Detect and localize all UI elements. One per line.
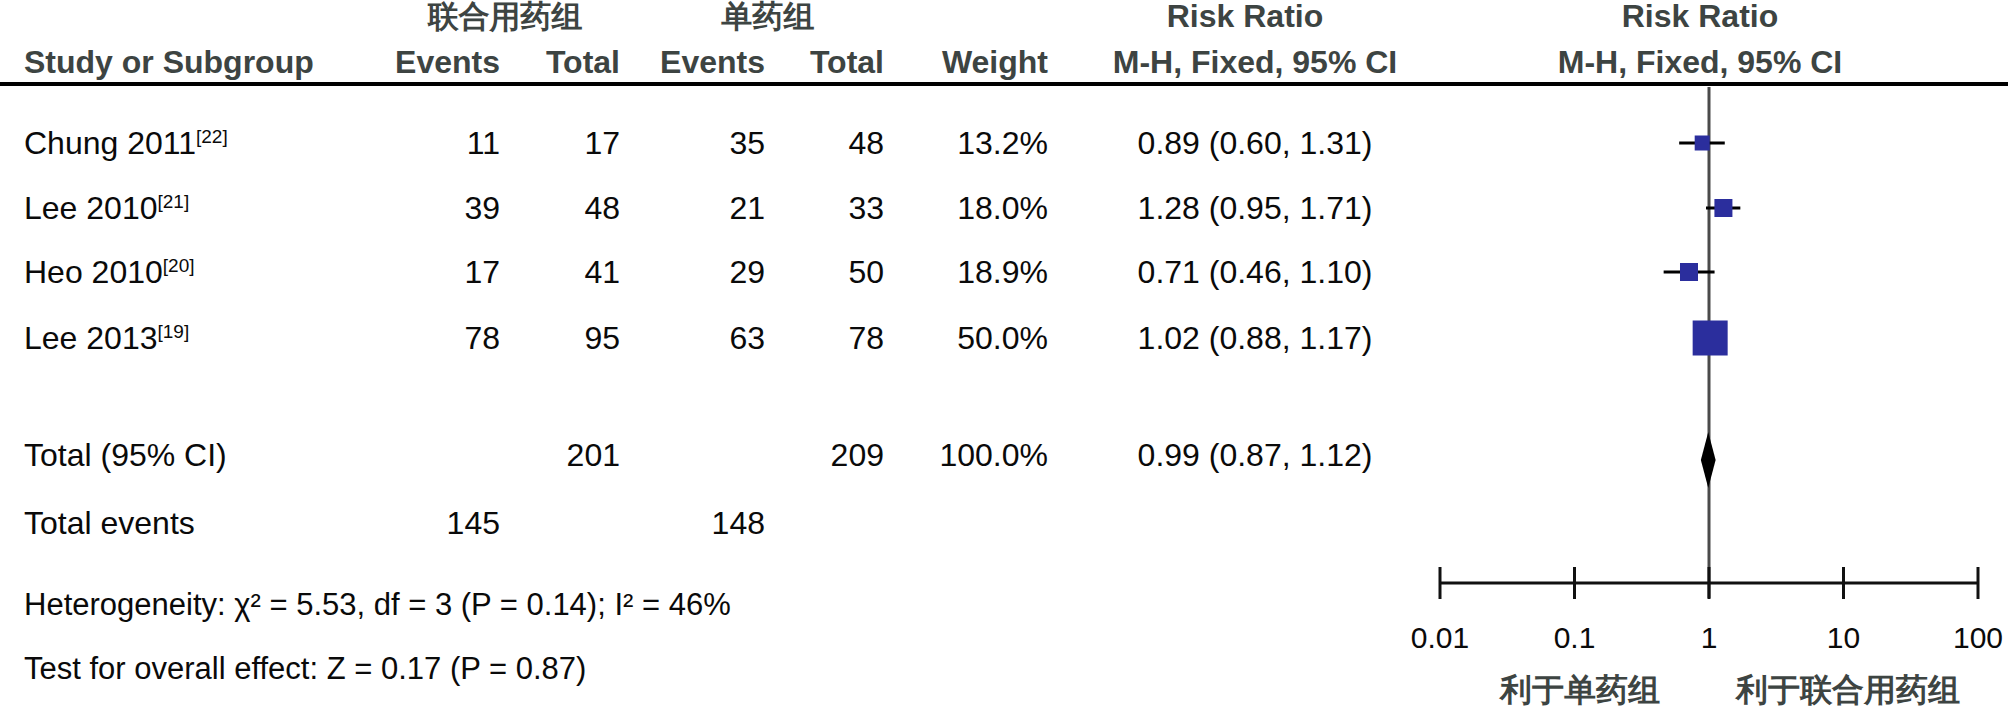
total2-col-header: Total bbox=[724, 46, 884, 78]
group1-header: 联合用药组 bbox=[428, 1, 583, 32]
total2-value: 78 bbox=[724, 322, 884, 354]
header-divider-line bbox=[0, 82, 2008, 86]
mh-fixed-ci-text-header: M-H, Fixed, 95% CI bbox=[1065, 46, 1445, 78]
study-name: Lee 2010[21] bbox=[24, 192, 189, 224]
total1-value: 41 bbox=[460, 256, 620, 288]
weight-value: 18.9% bbox=[878, 256, 1048, 288]
heterogeneity-stat: Heterogeneity: χ² = 5.53, df = 3 (P = 0.… bbox=[24, 589, 731, 620]
study-col-header: Study or Subgroup bbox=[24, 46, 314, 78]
weight-value: 50.0% bbox=[878, 322, 1048, 354]
favors-right-label: 利于联合用药组 bbox=[1736, 674, 1960, 706]
total2-sum: 209 bbox=[724, 439, 884, 471]
total1-value: 17 bbox=[460, 127, 620, 159]
ci-text-value: 1.28 (0.95, 1.71) bbox=[1065, 192, 1445, 224]
ci-text-value: 0.89 (0.60, 1.31) bbox=[1065, 127, 1445, 159]
axis-tick-label: 0.01 bbox=[1411, 621, 1469, 654]
reference-superscript: [20] bbox=[163, 255, 195, 276]
reference-superscript: [19] bbox=[157, 321, 189, 342]
total-events1: 145 bbox=[340, 507, 500, 539]
axis-tick-label: 1 bbox=[1701, 621, 1718, 654]
weight-col-header: Weight bbox=[878, 46, 1048, 78]
weight-value: 18.0% bbox=[878, 192, 1048, 224]
axis-tick-label: 10 bbox=[1827, 621, 1860, 654]
total1-col-header: Total bbox=[460, 46, 620, 78]
study-label: Chung 2011 bbox=[24, 125, 196, 161]
total2-value: 33 bbox=[724, 192, 884, 224]
risk-ratio-plot-header: Risk Ratio bbox=[1622, 0, 1778, 32]
forest-square bbox=[1693, 321, 1728, 356]
weight-sum: 100.0% bbox=[878, 439, 1048, 471]
total1-sum: 201 bbox=[460, 439, 620, 471]
forest-square bbox=[1714, 199, 1732, 217]
pooled-ci-text: 0.99 (0.87, 1.12) bbox=[1065, 439, 1445, 471]
study-label: Lee 2013 bbox=[24, 320, 157, 356]
reference-superscript: [21] bbox=[157, 191, 189, 212]
forest-square bbox=[1695, 136, 1710, 151]
study-name: Chung 2011[22] bbox=[24, 127, 228, 159]
total1-value: 48 bbox=[460, 192, 620, 224]
pooled-diamond bbox=[1701, 432, 1716, 488]
weight-value: 13.2% bbox=[878, 127, 1048, 159]
favors-left-label: 利于单药组 bbox=[1500, 674, 1660, 706]
study-label: Lee 2010 bbox=[24, 190, 157, 226]
forest-plot-figure: 0.01 0.1 1 10 100 联合用药组 单药组 Risk Ratio Risk … bbox=[0, 0, 2008, 716]
ci-text-value: 0.71 (0.46, 1.10) bbox=[1065, 256, 1445, 288]
forest-square bbox=[1680, 263, 1698, 281]
group2-header: 单药组 bbox=[722, 1, 815, 32]
axis-tick-label: 0.1 bbox=[1554, 621, 1596, 654]
overall-effect-stat: Test for overall effect: Z = 0.17 (P = 0… bbox=[24, 653, 586, 684]
study-name: Lee 2013[19] bbox=[24, 322, 189, 354]
total-events2: 148 bbox=[605, 507, 765, 539]
study-name: Heo 2010[20] bbox=[24, 256, 194, 288]
total2-value: 50 bbox=[724, 256, 884, 288]
mh-fixed-ci-plot-header: M-H, Fixed, 95% CI bbox=[1558, 46, 1843, 78]
total-row-label: Total (95% CI) bbox=[24, 439, 227, 471]
total2-value: 48 bbox=[724, 127, 884, 159]
study-label: Heo 2010 bbox=[24, 254, 163, 290]
reference-superscript: [22] bbox=[196, 126, 228, 147]
axis-tick-label: 100 bbox=[1953, 621, 2003, 654]
risk-ratio-text-header: Risk Ratio bbox=[1167, 0, 1323, 32]
total-events-label: Total events bbox=[24, 507, 195, 539]
total1-value: 95 bbox=[460, 322, 620, 354]
ci-text-value: 1.02 (0.88, 1.17) bbox=[1065, 322, 1445, 354]
